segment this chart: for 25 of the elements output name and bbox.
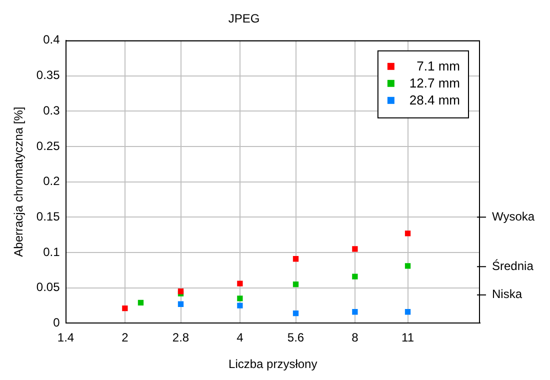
y-axis-title: Aberracja chromatyczna [%]	[12, 106, 26, 257]
x-tick-label: 8	[352, 330, 359, 345]
y-tick-label: 0	[53, 316, 60, 330]
y-tick-label: 0.15	[36, 209, 60, 224]
chart-title: JPEG	[228, 12, 260, 26]
x-tick-label: 11	[402, 330, 414, 345]
x-tick-label: 4	[236, 330, 244, 345]
y-tick-label: 0.4	[43, 32, 60, 47]
legend-label: 12.7 mm	[409, 75, 460, 90]
ref-line-label: Średnia	[492, 258, 534, 273]
y-tick-label: 0.05	[36, 280, 60, 294]
x-axis-title: Liczba przysłony	[228, 357, 318, 372]
x-tick-label: 2.8	[172, 330, 190, 345]
x-tick-label: 2	[122, 330, 129, 345]
legend-label: 7.1 mm	[416, 58, 460, 74]
y-tick-label: 0.35	[36, 68, 60, 82]
legend-label: 28.4 mm	[409, 92, 460, 108]
y-tick-label: 0.1	[43, 244, 60, 259]
y-tick-label: 0.3	[43, 103, 60, 118]
x-tick-label: 1.4	[57, 330, 74, 345]
y-tick-label: 0.25	[36, 138, 60, 153]
x-tick-label: 5.6	[287, 330, 304, 345]
ref-line-label: Niska	[492, 287, 522, 302]
ref-line-label: Wysoka	[492, 209, 535, 224]
y-tick-label: 0.2	[43, 174, 60, 188]
